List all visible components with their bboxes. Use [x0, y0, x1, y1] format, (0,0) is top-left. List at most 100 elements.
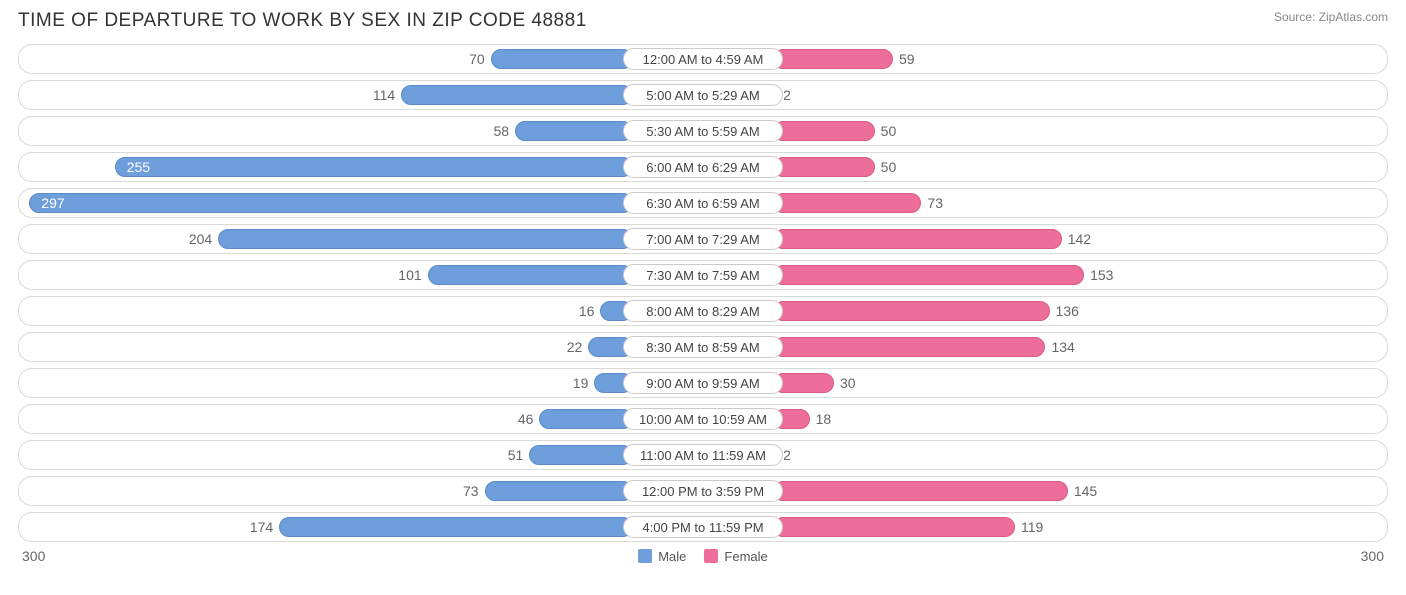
legend: Male Female: [638, 549, 768, 564]
chart-row: 58 5:30 AM to 5:59 AM 50: [18, 116, 1388, 146]
male-value-label: 101: [398, 267, 421, 283]
male-side: 174: [23, 515, 633, 539]
female-value-label: 142: [1068, 231, 1091, 247]
female-side: 30: [773, 371, 1383, 395]
female-bar: [773, 121, 875, 141]
female-bar: [773, 49, 893, 69]
diverging-bar-chart: 70 12:00 AM to 4:59 AM59 114 5:00 AM to 5:2…: [18, 44, 1388, 542]
male-value-label: 16: [579, 303, 595, 319]
category-label: 12:00 AM to 4:59 AM: [623, 48, 783, 70]
chart-row: 4610:00 AM to 10:59 AM18: [18, 404, 1388, 434]
female-value-label: 50: [881, 159, 897, 175]
male-bar: [29, 193, 633, 213]
female-side: 59: [773, 47, 1383, 71]
male-bar: [485, 481, 633, 501]
male-side: 204: [23, 227, 633, 251]
female-side: 18: [773, 407, 1383, 431]
legend-swatch-female: [704, 549, 718, 563]
female-bar: [773, 481, 1068, 501]
male-value-label: 73: [463, 483, 479, 499]
female-side: 145: [773, 479, 1383, 503]
female-side: 73: [773, 191, 1383, 215]
male-side: 19: [23, 371, 633, 395]
category-label: 7:30 AM to 7:59 AM: [623, 264, 783, 286]
chart-row: 19 9:00 AM to 9:59 AM 30: [18, 368, 1388, 398]
legend-item-male: Male: [638, 549, 686, 564]
male-side: 255: [23, 155, 633, 179]
category-label: 4:00 PM to 11:59 PM: [623, 516, 783, 538]
male-value-label: 19: [573, 375, 589, 391]
female-bar: [773, 301, 1050, 321]
female-value-label: 2: [783, 87, 791, 103]
male-value-label: 58: [494, 123, 510, 139]
male-bar: [539, 409, 633, 429]
chart-row: 16 8:00 AM to 8:29 AM 136: [18, 296, 1388, 326]
axis-right-max: 300: [1361, 548, 1384, 564]
male-value-label: 255: [127, 159, 150, 175]
male-side: 114: [23, 83, 633, 107]
chart-row: 297 6:30 AM to 6:59 AM 73: [18, 188, 1388, 218]
male-side: 101: [23, 263, 633, 287]
male-value-label: 204: [189, 231, 212, 247]
chart-header: TIME OF DEPARTURE TO WORK BY SEX IN ZIP …: [18, 10, 1388, 32]
category-label: 8:00 AM to 8:29 AM: [623, 300, 783, 322]
chart-row: 204 7:00 AM to 7:29 AM 142: [18, 224, 1388, 254]
male-side: 51: [23, 443, 633, 467]
female-bar: [773, 193, 921, 213]
female-side: 2: [773, 83, 1383, 107]
male-side: 58: [23, 119, 633, 143]
male-bar: [515, 121, 633, 141]
female-side: 142: [773, 227, 1383, 251]
male-side: 70: [23, 47, 633, 71]
female-value-label: 119: [1021, 519, 1043, 535]
category-label: 5:00 AM to 5:29 AM: [623, 84, 783, 106]
male-bar: [279, 517, 633, 537]
legend-label-male: Male: [658, 549, 686, 564]
male-value-label: 70: [469, 51, 485, 67]
male-bar: [401, 85, 633, 105]
chart-row: 174 4:00 PM to 11:59 PM 119: [18, 512, 1388, 542]
male-side: 46: [23, 407, 633, 431]
male-bar: [529, 445, 633, 465]
category-label: 5:30 AM to 5:59 AM: [623, 120, 783, 142]
chart-title: TIME OF DEPARTURE TO WORK BY SEX IN ZIP …: [18, 10, 587, 32]
female-side: 136: [773, 299, 1383, 323]
male-value-label: 114: [373, 87, 395, 103]
female-value-label: 30: [840, 375, 856, 391]
female-value-label: 2: [783, 447, 791, 463]
male-bar: [491, 49, 633, 69]
category-label: 8:30 AM to 8:59 AM: [623, 336, 783, 358]
male-bar: [218, 229, 633, 249]
female-value-label: 18: [816, 411, 832, 427]
chart-row: 7312:00 PM to 3:59 PM145: [18, 476, 1388, 506]
chart-row: 255 6:00 AM to 6:29 AM 50: [18, 152, 1388, 182]
male-side: 22: [23, 335, 633, 359]
male-value-label: 297: [41, 195, 64, 211]
female-value-label: 50: [881, 123, 897, 139]
female-value-label: 153: [1090, 267, 1113, 283]
legend-label-female: Female: [724, 549, 767, 564]
female-bar: [773, 337, 1045, 357]
male-value-label: 46: [518, 411, 534, 427]
category-label: 6:00 AM to 6:29 AM: [623, 156, 783, 178]
male-side: 16: [23, 299, 633, 323]
female-side: 50: [773, 155, 1383, 179]
legend-swatch-male: [638, 549, 652, 563]
chart-row: 5111:00 AM to 11:59 AM2: [18, 440, 1388, 470]
female-side: 2: [773, 443, 1383, 467]
male-value-label: 174: [250, 519, 273, 535]
chart-row: 114 5:00 AM to 5:29 AM2: [18, 80, 1388, 110]
chart-row: 228:30 AM to 8:59 AM134: [18, 332, 1388, 362]
chart-row: 101 7:30 AM to 7:59 AM 153: [18, 260, 1388, 290]
male-side: 73: [23, 479, 633, 503]
category-label: 7:00 AM to 7:29 AM: [623, 228, 783, 250]
category-label: 6:30 AM to 6:59 AM: [623, 192, 783, 214]
male-value-label: 22: [567, 339, 583, 355]
female-value-label: 73: [927, 195, 943, 211]
category-label: 9:00 AM to 9:59 AM: [623, 372, 783, 394]
female-bar: [773, 157, 875, 177]
female-side: 153: [773, 263, 1383, 287]
chart-footer: 300 Male Female 300: [18, 548, 1388, 564]
chart-source: Source: ZipAtlas.com: [1274, 10, 1388, 24]
female-value-label: 136: [1056, 303, 1079, 319]
